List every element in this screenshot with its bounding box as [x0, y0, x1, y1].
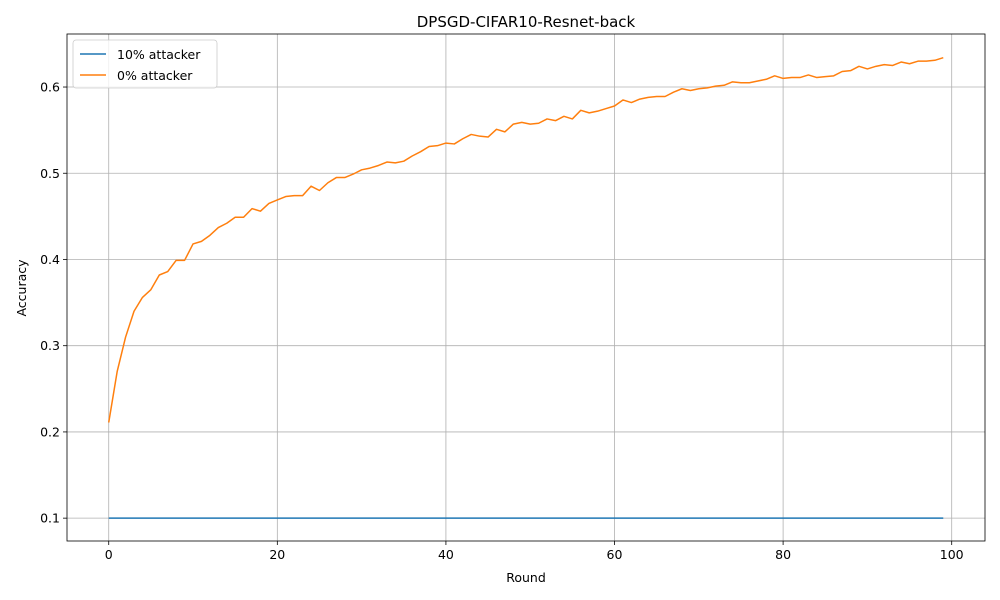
y-tick-label-0.2: 0.2 [40, 424, 60, 439]
legend: 10% attacker 0% attacker [72, 39, 218, 89]
y-tick-label-0.1: 0.1 [40, 511, 60, 526]
x-tick-label-80: 80 [775, 547, 791, 562]
y-tick-label-0.4: 0.4 [40, 252, 60, 267]
chart-title: DPSGD-CIFAR10-Resnet-back [417, 13, 636, 31]
plot-frame [66, 33, 986, 542]
axis-ticks: 0 20 40 60 80 100 0.1 0.2 0.3 0.4 0.5 0.6 [40, 80, 964, 562]
x-tick-label-20: 20 [269, 547, 285, 562]
series-line-0pct-attacker [107, 56, 944, 423]
x-axis-label: Round [506, 570, 546, 585]
series-lines [107, 56, 944, 519]
legend-box [72, 39, 218, 89]
x-tick-label-100: 100 [940, 547, 964, 562]
y-axis-label: Accuracy [14, 259, 29, 317]
legend-label-10pct-attacker: 10% attacker [117, 47, 201, 62]
x-tick-label-60: 60 [607, 547, 623, 562]
y-tick-label-0.5: 0.5 [40, 166, 60, 181]
y-tick-label-0.3: 0.3 [40, 338, 60, 353]
legend-label-0pct-attacker: 0% attacker [117, 68, 193, 83]
y-tick-label-0.6: 0.6 [40, 80, 60, 95]
x-tick-label-0: 0 [105, 547, 113, 562]
x-tick-label-40: 40 [438, 547, 454, 562]
